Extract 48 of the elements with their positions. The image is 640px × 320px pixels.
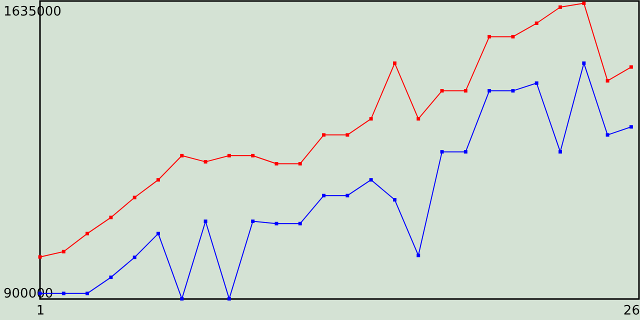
point xyxy=(227,154,231,158)
point xyxy=(416,254,420,258)
point xyxy=(346,194,350,198)
point xyxy=(488,89,492,93)
point xyxy=(251,220,255,224)
point xyxy=(582,61,586,65)
point xyxy=(86,232,90,236)
point xyxy=(180,154,184,158)
point xyxy=(274,222,278,226)
point xyxy=(62,292,66,296)
point xyxy=(156,178,160,182)
point xyxy=(534,81,538,85)
point xyxy=(346,133,350,137)
point xyxy=(86,292,90,296)
point xyxy=(629,125,633,129)
point xyxy=(558,150,562,154)
point xyxy=(298,222,302,226)
point xyxy=(464,89,468,93)
point xyxy=(606,79,610,83)
point xyxy=(204,160,208,164)
point xyxy=(62,250,66,254)
point xyxy=(156,232,160,236)
point xyxy=(274,162,278,166)
point xyxy=(606,133,610,137)
x-tick-label: 26 xyxy=(623,304,640,318)
point xyxy=(392,61,396,65)
point xyxy=(558,5,562,9)
point xyxy=(534,22,538,25)
point xyxy=(369,178,373,182)
point xyxy=(416,117,420,121)
point xyxy=(582,2,586,6)
point xyxy=(180,297,184,301)
point xyxy=(109,216,113,220)
point xyxy=(511,34,515,38)
point xyxy=(204,220,208,224)
point xyxy=(392,198,396,202)
point xyxy=(132,256,136,260)
point xyxy=(298,162,302,166)
point xyxy=(322,133,326,137)
point xyxy=(251,154,255,158)
x-tick-label: 1 xyxy=(36,304,45,318)
point xyxy=(227,297,231,301)
point xyxy=(511,89,515,93)
point xyxy=(109,276,113,280)
point xyxy=(322,194,326,198)
point xyxy=(369,117,373,121)
point xyxy=(464,150,468,154)
point xyxy=(488,34,492,38)
